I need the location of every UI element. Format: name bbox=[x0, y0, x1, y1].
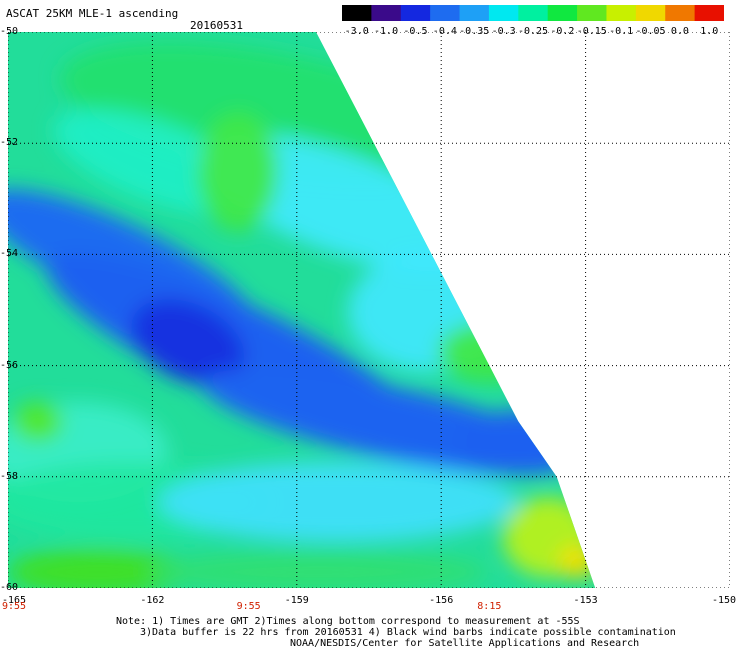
field-region bbox=[558, 546, 596, 578]
colorbar-label: -0.05 bbox=[635, 26, 666, 37]
colorbar-segment bbox=[371, 5, 402, 21]
pass-time-label: 9:55 bbox=[236, 601, 261, 612]
colorbar-label: -0.2 bbox=[550, 26, 575, 37]
colorbar-segment bbox=[459, 5, 490, 21]
colorbar-label: -0.1 bbox=[609, 26, 634, 37]
colorbar-segment bbox=[694, 5, 724, 21]
field-region bbox=[13, 402, 63, 442]
colorbar-label: 1.0 bbox=[700, 26, 719, 37]
colorbar-segment bbox=[518, 5, 549, 21]
colorbar-label: -0.15 bbox=[576, 26, 607, 37]
field-region bbox=[198, 112, 278, 232]
field-region bbox=[348, 252, 508, 372]
field-region bbox=[8, 548, 188, 588]
longitude-label: -159 bbox=[284, 595, 309, 606]
colorbar-label: -0.3 bbox=[491, 26, 516, 37]
latitude-label: -58 bbox=[0, 470, 19, 482]
note-line-2: 3)Data buffer is 22 hrs from 20160531 4)… bbox=[140, 627, 676, 638]
field-region bbox=[131, 299, 245, 385]
field-region bbox=[458, 410, 578, 474]
map-title: ASCAT 25KM MLE-1 ascending bbox=[6, 7, 179, 20]
note-line-1: Note: 1) Times are GMT 2)Times along bot… bbox=[116, 616, 580, 627]
latitude-label: -60 bbox=[0, 582, 19, 593]
latitude-label: -56 bbox=[0, 359, 19, 371]
longitude-label: -162 bbox=[140, 595, 165, 606]
latitude-label: -52 bbox=[0, 137, 19, 149]
field-region bbox=[438, 322, 538, 382]
colorbar-label: -0.5 bbox=[403, 26, 428, 37]
colorbar-segment bbox=[547, 5, 578, 21]
latitude-label: -50 bbox=[0, 26, 19, 37]
colorbar-label: -0.35 bbox=[459, 26, 490, 37]
mle-map bbox=[8, 32, 730, 588]
colorbar-segment bbox=[635, 5, 666, 21]
colorbar-segment bbox=[665, 5, 696, 21]
colorbar-segment bbox=[606, 5, 637, 21]
longitude-label: -165 bbox=[1, 595, 27, 606]
note-line-3: NOAA/NESDIS/Center for Satellite Applica… bbox=[290, 638, 640, 649]
longitude-label: -156 bbox=[429, 595, 454, 606]
field-region bbox=[148, 552, 488, 588]
colorbar-label: -1.0 bbox=[374, 26, 399, 37]
longitude-label: -150 bbox=[711, 595, 737, 606]
colorbar-segment bbox=[430, 5, 461, 21]
colorbar-segment bbox=[577, 5, 607, 21]
colorbar-segment bbox=[488, 5, 519, 21]
colorbar-segment bbox=[400, 5, 431, 21]
pass-time-label: 9:55 bbox=[1, 601, 27, 612]
pass-time-label: 8:15 bbox=[477, 601, 502, 612]
longitude-label: -153 bbox=[573, 595, 598, 606]
colorbar bbox=[342, 5, 724, 21]
colorbar-segment bbox=[342, 5, 372, 21]
latitude-label: -54 bbox=[0, 248, 19, 260]
map-date: 20160531 bbox=[190, 19, 243, 32]
colorbar-label: 0.0 bbox=[670, 26, 689, 37]
field-region bbox=[158, 462, 518, 542]
